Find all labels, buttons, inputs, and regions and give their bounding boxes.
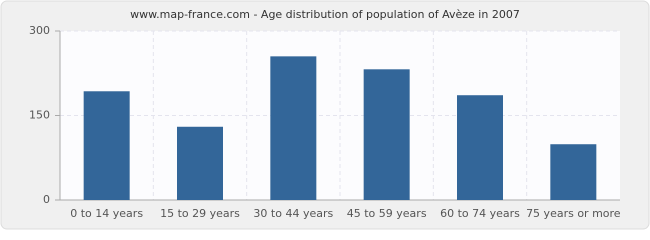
x-tick-label: 15 to 29 years bbox=[160, 207, 240, 220]
x-tick-label: 75 years or more bbox=[526, 207, 621, 220]
y-tick-label: 150 bbox=[29, 109, 50, 122]
y-tick-label: 0 bbox=[43, 193, 50, 206]
y-tick-label: 300 bbox=[29, 24, 50, 37]
bar bbox=[457, 95, 503, 200]
bar bbox=[177, 126, 223, 200]
chart: www.map-france.com - Age distribution of… bbox=[0, 0, 650, 230]
bar bbox=[363, 69, 410, 200]
bar bbox=[550, 144, 597, 200]
x-tick-label: 30 to 44 years bbox=[253, 207, 333, 220]
x-tick-label: 45 to 59 years bbox=[347, 207, 427, 220]
x-tick-label: 60 to 74 years bbox=[440, 207, 520, 220]
bar bbox=[83, 91, 130, 200]
x-tick-label: 0 to 14 years bbox=[70, 207, 143, 220]
bar bbox=[270, 56, 317, 200]
chart-title: www.map-france.com - Age distribution of… bbox=[130, 8, 520, 21]
